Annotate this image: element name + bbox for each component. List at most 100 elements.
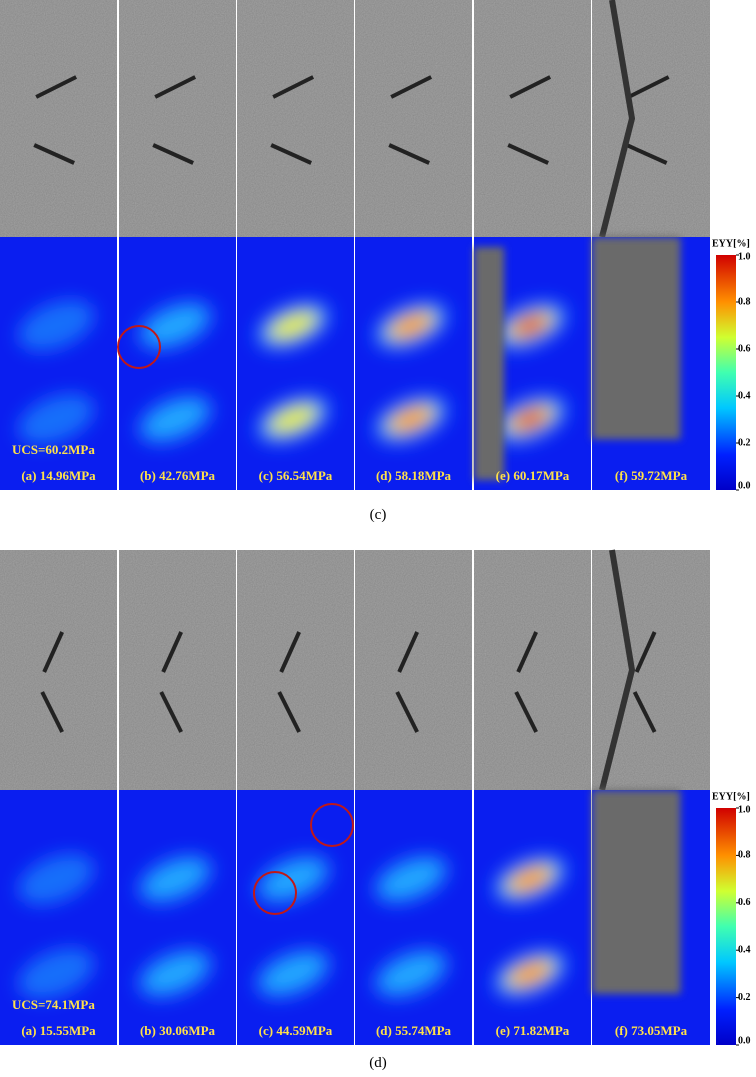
rock-overlay <box>592 237 681 440</box>
strain-map <box>0 237 117 490</box>
stage-label: (e) 60.17MPa <box>496 468 570 483</box>
photo-texture <box>119 550 236 790</box>
strain-blobs <box>255 853 332 999</box>
caption: (c) <box>370 507 387 523</box>
stage-label: (d) 55.74MPa <box>376 1023 452 1038</box>
photo-texture <box>474 550 591 790</box>
strain-core <box>145 307 206 344</box>
highlight-circle <box>253 871 297 915</box>
stage-label: (e) 71.82MPa <box>496 1023 570 1038</box>
colorbar <box>716 808 736 1045</box>
stage-label: (f) 73.05MPa <box>615 1023 688 1038</box>
stage-label: (a) 14.96MPa <box>21 468 96 483</box>
colorbar-tick-label: 0.6 <box>738 343 751 354</box>
photo-texture <box>237 0 354 237</box>
photo-texture <box>355 0 472 237</box>
colorbar-tick-label: 0.4 <box>738 944 751 955</box>
rock-overlay <box>592 790 681 994</box>
colorbar-tick-label: 0.8 <box>738 296 751 307</box>
colorbar-tick-label: 0.2 <box>738 437 751 448</box>
strain-core <box>268 404 318 434</box>
colorbar-tick-label: 0.0 <box>738 1035 751 1046</box>
flaw <box>625 143 668 165</box>
strain-core <box>511 962 550 985</box>
flaw <box>40 691 64 733</box>
strain-core <box>268 311 318 340</box>
flaw <box>509 75 552 99</box>
strain-map <box>474 790 591 1045</box>
colorbar-tick-label: 0.2 <box>738 992 751 1003</box>
flaw <box>161 631 183 673</box>
highlight-circle <box>117 325 161 369</box>
strain-map <box>355 237 472 490</box>
photo-texture <box>237 550 354 790</box>
flaw <box>507 143 549 165</box>
colorbar-tick-label: 1.0 <box>738 251 751 262</box>
strain-map <box>237 790 354 1045</box>
strain-core <box>516 317 544 334</box>
strain-blobs <box>373 300 450 445</box>
strain-map <box>237 237 354 490</box>
strain-map <box>119 237 236 490</box>
flaw <box>634 631 657 673</box>
colorbar-title: EYY[%] <box>712 791 750 802</box>
flaw <box>42 631 64 673</box>
strain-halo <box>18 853 95 905</box>
flaw <box>514 691 538 733</box>
strain-core <box>145 401 206 437</box>
ucs-label: UCS=74.1MPa <box>12 997 95 1012</box>
flaw <box>627 75 670 99</box>
ucs-label: UCS=60.2MPa <box>12 442 95 457</box>
flaw <box>632 691 657 733</box>
highlight-circle <box>310 803 354 847</box>
stage-label: (a) 15.55MPa <box>21 1023 96 1038</box>
colorbar-tick-label: 0.4 <box>738 390 751 401</box>
strain-core <box>145 955 206 992</box>
strain-halo <box>18 393 95 445</box>
strain-halo <box>18 300 95 351</box>
strain-blobs <box>255 300 332 445</box>
strain-halo <box>18 948 95 999</box>
stage-label: (b) 30.06MPa <box>140 1023 216 1038</box>
photo-texture <box>355 550 472 790</box>
flaw <box>159 691 183 733</box>
strain-core <box>511 868 550 891</box>
flaw <box>397 631 419 673</box>
photo-texture <box>0 550 117 790</box>
rock-overlay <box>474 247 504 480</box>
strain-map <box>119 790 236 1045</box>
strain-core <box>263 955 324 992</box>
strain-blobs <box>373 853 450 999</box>
colorbar-tick-label: 0.0 <box>738 480 751 491</box>
flaw <box>277 691 301 733</box>
strain-core <box>516 411 544 428</box>
photo-texture <box>474 0 591 237</box>
flaw <box>270 143 312 165</box>
strain-map <box>355 790 472 1045</box>
caption: (d) <box>369 1055 387 1071</box>
flaw <box>279 631 301 673</box>
photo-texture <box>0 0 117 237</box>
colorbar-tick-label: 0.8 <box>738 850 751 861</box>
strain-blobs <box>18 300 95 445</box>
stage-label: (f) 59.72MPa <box>615 468 688 483</box>
strain-blobs <box>137 853 214 999</box>
flaw <box>33 143 75 165</box>
stage-label: (c) 56.54MPa <box>259 468 333 483</box>
flaw <box>388 143 430 165</box>
stage-label: (d) 58.18MPa <box>376 468 452 483</box>
fracture <box>599 0 636 238</box>
strain-core <box>381 861 442 897</box>
flaw <box>395 691 419 733</box>
strain-map <box>0 790 117 1045</box>
strain-core <box>381 955 442 992</box>
strain-blobs <box>492 300 569 445</box>
strain-core <box>145 861 206 897</box>
fracture <box>599 549 636 791</box>
photo-texture <box>119 0 236 237</box>
strain-core <box>392 314 431 337</box>
colorbar-title: EYY[%] <box>712 238 750 249</box>
colorbar <box>716 255 736 490</box>
colorbar-tick-label: 0.6 <box>738 897 751 908</box>
